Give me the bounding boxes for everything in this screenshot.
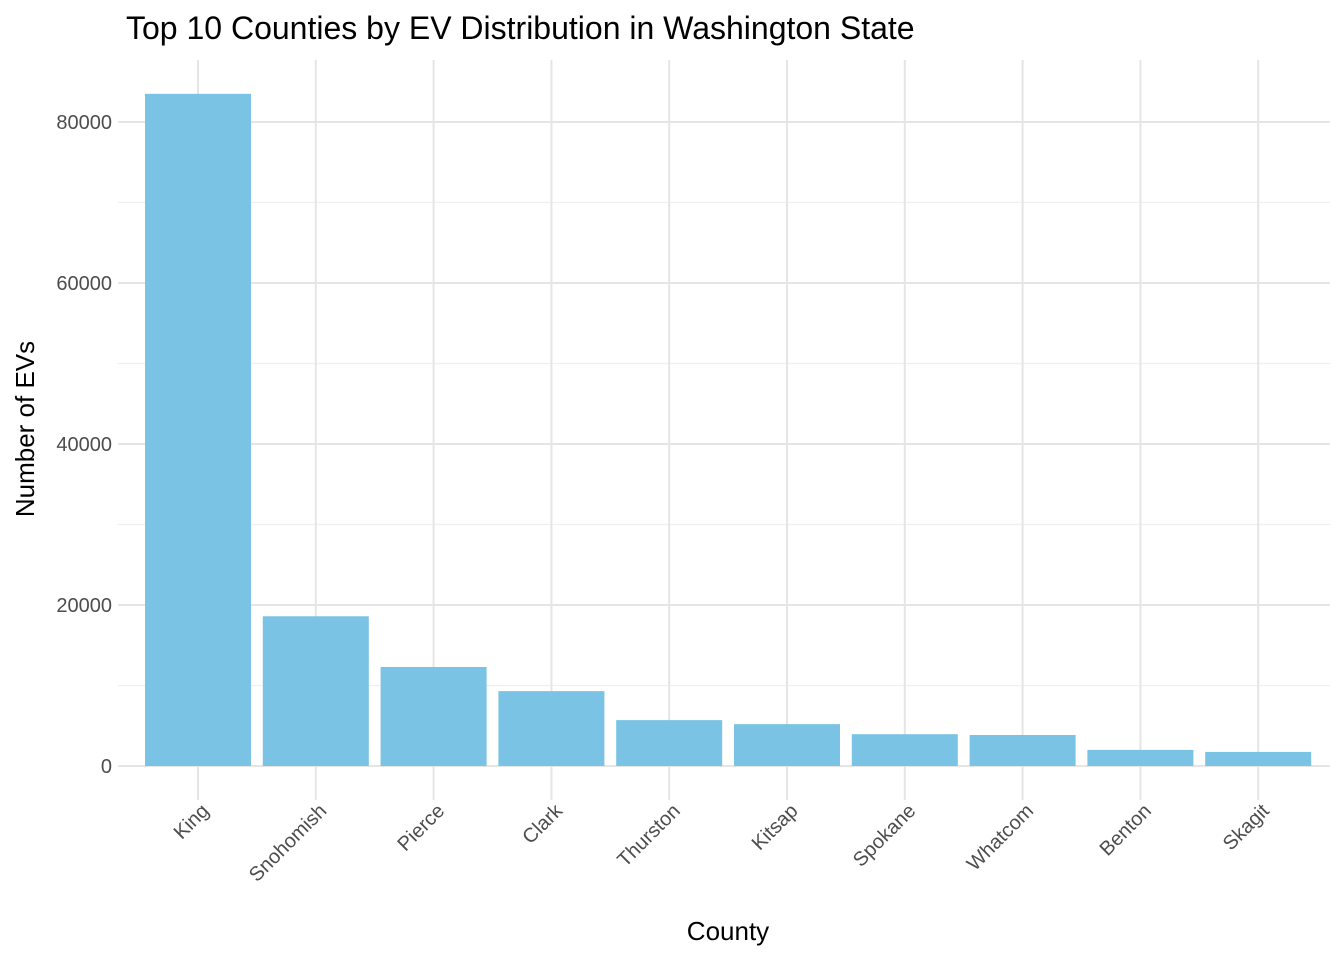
bar-thurston [616,720,723,766]
y-axis-title: Number of EVs [10,341,40,517]
bars [145,93,1312,766]
x-tick-label: Benton [1096,800,1156,860]
x-tick-label: King [170,800,214,844]
y-tick-label: 80000 [56,112,112,134]
bar-kitsap [734,724,840,766]
x-tick-label: Kitsap [748,800,803,855]
x-tick-label: Snohomish [245,800,331,886]
bar-clark [498,691,605,766]
x-tick-label: Whatcom [963,800,1038,875]
x-tick-labels: King Snohomish Pierce Clark Thurston Kitsap Sp… [170,799,1274,886]
bar-spokane [851,734,958,766]
x-tick-label: Skagit [1219,800,1274,855]
bar-whatcom [969,735,1076,766]
y-tick-label: 40000 [56,434,112,456]
x-tick-label: Pierce [393,800,449,856]
bar-benton [1087,749,1194,766]
y-tick-label: 0 [101,756,112,778]
bar-snohomish [262,616,369,766]
x-tick-label: Clark [518,799,567,848]
x-axis-title: County [687,916,769,946]
y-tick-label: 60000 [56,273,112,295]
y-tick-labels: 0 20000 40000 60000 80000 [56,112,112,778]
bar-skagit [1205,751,1312,766]
bar-pierce [380,666,487,766]
chart-title: Top 10 Counties by EV Distribution in Wa… [126,10,915,46]
y-tick-label: 20000 [56,595,112,617]
x-tick-label: Thurston [613,800,684,871]
x-tick-label: Spokane [849,800,920,871]
bar-king [145,93,251,766]
